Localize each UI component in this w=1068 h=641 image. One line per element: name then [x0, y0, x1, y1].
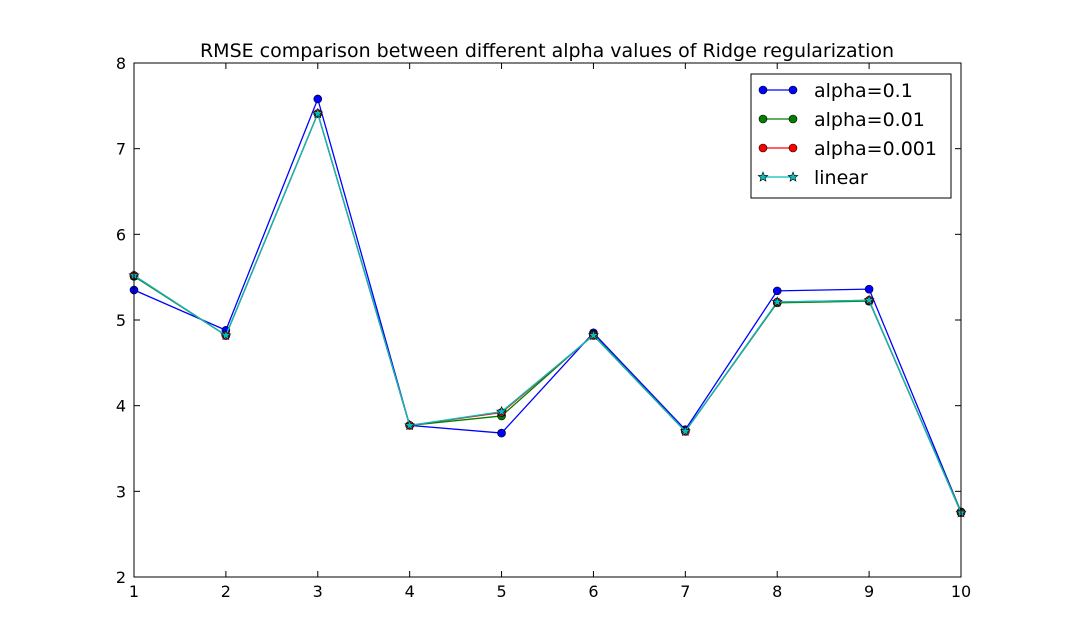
x-tick-label: 9	[864, 582, 874, 601]
x-tick-label: 8	[772, 582, 782, 601]
data-point	[404, 419, 416, 431]
x-tick-label: 2	[221, 582, 231, 601]
legend-marker	[788, 114, 798, 124]
legend-marker	[757, 171, 769, 182]
data-point	[587, 329, 599, 341]
y-tick-label: 5	[116, 311, 126, 330]
x-tick-label: 10	[951, 582, 971, 601]
legend-label: linear	[814, 167, 868, 189]
legend-entry: alpha=0.01	[758, 109, 925, 131]
chart-title: RMSE comparison between different alpha …	[200, 40, 894, 62]
x-tick-label: 4	[405, 582, 415, 601]
plot-area	[128, 94, 967, 518]
data-point	[771, 296, 783, 307]
x-tick-label: 5	[496, 582, 506, 601]
series-line-1	[133, 96, 962, 513]
y-tick-label: 4	[116, 397, 126, 416]
legend-label: alpha=0.1	[814, 80, 913, 102]
legend-label: alpha=0.001	[814, 138, 937, 160]
legend-marker	[758, 143, 768, 153]
legend: alpha=0.1 alpha=0.01 alpha=0.001 linear	[750, 73, 952, 199]
data-point	[220, 329, 232, 341]
y-tick-label: 3	[116, 482, 126, 501]
x-tick-label: 1	[129, 582, 139, 601]
legend-marker	[788, 85, 798, 95]
data-point	[863, 294, 875, 305]
y-tick-label: 6	[116, 225, 126, 244]
x-tick-label: 6	[588, 582, 598, 601]
y-tick-label: 8	[116, 54, 126, 73]
y-tick-label: 2	[116, 568, 126, 587]
legend-entry: alpha=0.001	[758, 138, 937, 160]
x-tick-label: 7	[680, 582, 690, 601]
series-line-4	[133, 111, 962, 514]
data-point	[312, 107, 324, 119]
data-point	[496, 405, 508, 417]
data-point	[772, 286, 782, 296]
legend-marker	[787, 171, 799, 182]
data-point	[864, 284, 874, 294]
legend-label: alpha=0.01	[814, 109, 925, 131]
legend-marker	[788, 143, 798, 153]
legend-entry: linear	[757, 167, 868, 189]
legend-marker	[758, 114, 768, 124]
x-tick-label: 3	[313, 582, 323, 601]
data-point	[497, 428, 506, 438]
legend-entry: alpha=0.1	[758, 80, 913, 102]
data-point	[679, 425, 691, 437]
legend-marker	[758, 85, 768, 95]
data-point	[313, 94, 323, 104]
y-tick-label: 7	[116, 140, 126, 159]
